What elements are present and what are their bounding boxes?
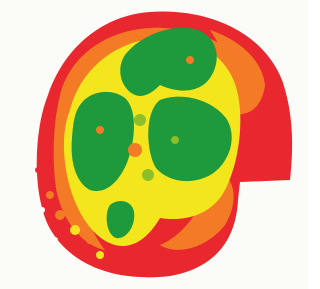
- speckle: [142, 169, 154, 181]
- speckle: [35, 167, 41, 173]
- speckle: [52, 237, 58, 243]
- speckle: [186, 56, 194, 64]
- speckle: [96, 126, 104, 134]
- speckle: [46, 191, 54, 199]
- speckle: [55, 210, 65, 220]
- speckle: [70, 225, 80, 235]
- heat-map: [0, 0, 308, 289]
- speckle: [65, 242, 71, 248]
- speckle: [96, 251, 104, 259]
- speckle: [42, 147, 48, 153]
- page: [0, 0, 308, 289]
- speckle: [86, 236, 94, 244]
- speckle: [39, 207, 45, 213]
- speckle: [171, 136, 179, 144]
- speckle: [120, 180, 130, 190]
- speckle: [128, 143, 142, 157]
- speckle: [134, 114, 146, 126]
